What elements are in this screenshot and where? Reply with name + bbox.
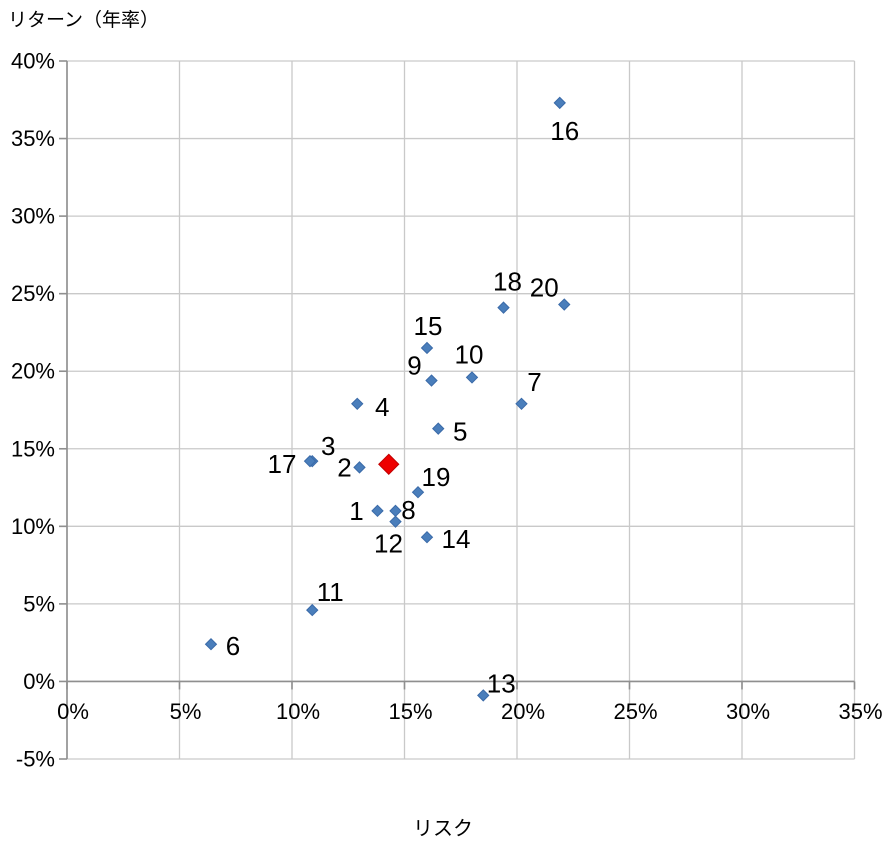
- data-point-marker-4: [351, 397, 364, 411]
- y-tick-label: 10%: [11, 514, 55, 539]
- data-point-label-10: 10: [455, 339, 484, 369]
- data-point-label-11: 11: [317, 577, 344, 607]
- data-point-label-7: 7: [527, 367, 541, 397]
- data-point-label-6: 6: [226, 631, 240, 661]
- data-point-marker-15: [420, 341, 434, 355]
- x-tick-label: 30%: [726, 699, 770, 724]
- data-point-label-12: 12: [374, 529, 403, 559]
- data-point-marker-18: [497, 301, 510, 314]
- data-point-label-14: 14: [442, 524, 471, 554]
- x-tick-label: 25%: [613, 699, 657, 724]
- data-point-label-9: 9: [407, 351, 421, 381]
- x-tick-label: 5%: [170, 699, 202, 724]
- data-point-marker-5: [432, 422, 445, 435]
- y-tick-label: 25%: [11, 281, 55, 306]
- data-point-label-8: 8: [401, 495, 415, 525]
- x-tick-label: 10%: [276, 699, 320, 724]
- data-point-marker-6: [204, 638, 218, 651]
- data-point-marker-10: [465, 371, 479, 384]
- x-axis-title: リスク: [413, 818, 473, 840]
- data-point-marker-1: [371, 504, 384, 518]
- data-point-marker-19: [411, 486, 425, 499]
- data-point-label-4: 4: [375, 392, 389, 422]
- data-point-marker-20: [558, 298, 571, 311]
- data-point-marker-16: [553, 96, 566, 110]
- y-tick-label: 40%: [11, 49, 55, 74]
- y-tick-label: 20%: [11, 359, 55, 384]
- data-point-label-1: 1: [349, 496, 363, 526]
- data-point-marker-2: [353, 461, 366, 474]
- data-point-marker-12: [389, 515, 402, 528]
- data-point-label-3: 3: [321, 431, 335, 461]
- highlight-diamond-marker: [378, 453, 400, 475]
- data-point-marker-11: [306, 603, 319, 617]
- x-tick-label: 35%: [838, 699, 882, 724]
- data-point-marker-13: [477, 689, 490, 702]
- data-point-label-13: 13: [487, 668, 516, 698]
- y-tick-label: -5%: [16, 747, 55, 772]
- x-tick-label: 20%: [501, 699, 545, 724]
- data-point-marker-17: [303, 454, 317, 468]
- data-point-label-2: 2: [337, 452, 351, 482]
- data-point-marker-9: [425, 374, 438, 387]
- y-tick-label: 30%: [11, 204, 55, 229]
- y-tick-label: 0%: [23, 669, 55, 694]
- x-tick-label: 0%: [57, 699, 89, 724]
- data-point-label-18: 18: [493, 267, 522, 297]
- data-point-label-5: 5: [453, 417, 467, 447]
- y-tick-label: 35%: [11, 126, 55, 151]
- y-axis-title: リターン（年率）: [8, 10, 160, 31]
- data-point-label-20: 20: [530, 273, 559, 303]
- data-point-marker-8: [389, 504, 402, 518]
- y-tick-label: 15%: [11, 436, 55, 461]
- data-point-label-15: 15: [414, 311, 443, 341]
- data-point-label-16: 16: [550, 116, 579, 146]
- y-tick-label: 5%: [23, 591, 55, 616]
- data-point-marker-14: [420, 530, 434, 544]
- data-point-label-19: 19: [422, 462, 451, 492]
- data-point-marker-7: [515, 397, 528, 411]
- x-tick-label: 15%: [388, 699, 432, 724]
- data-point-label-17: 17: [268, 449, 297, 479]
